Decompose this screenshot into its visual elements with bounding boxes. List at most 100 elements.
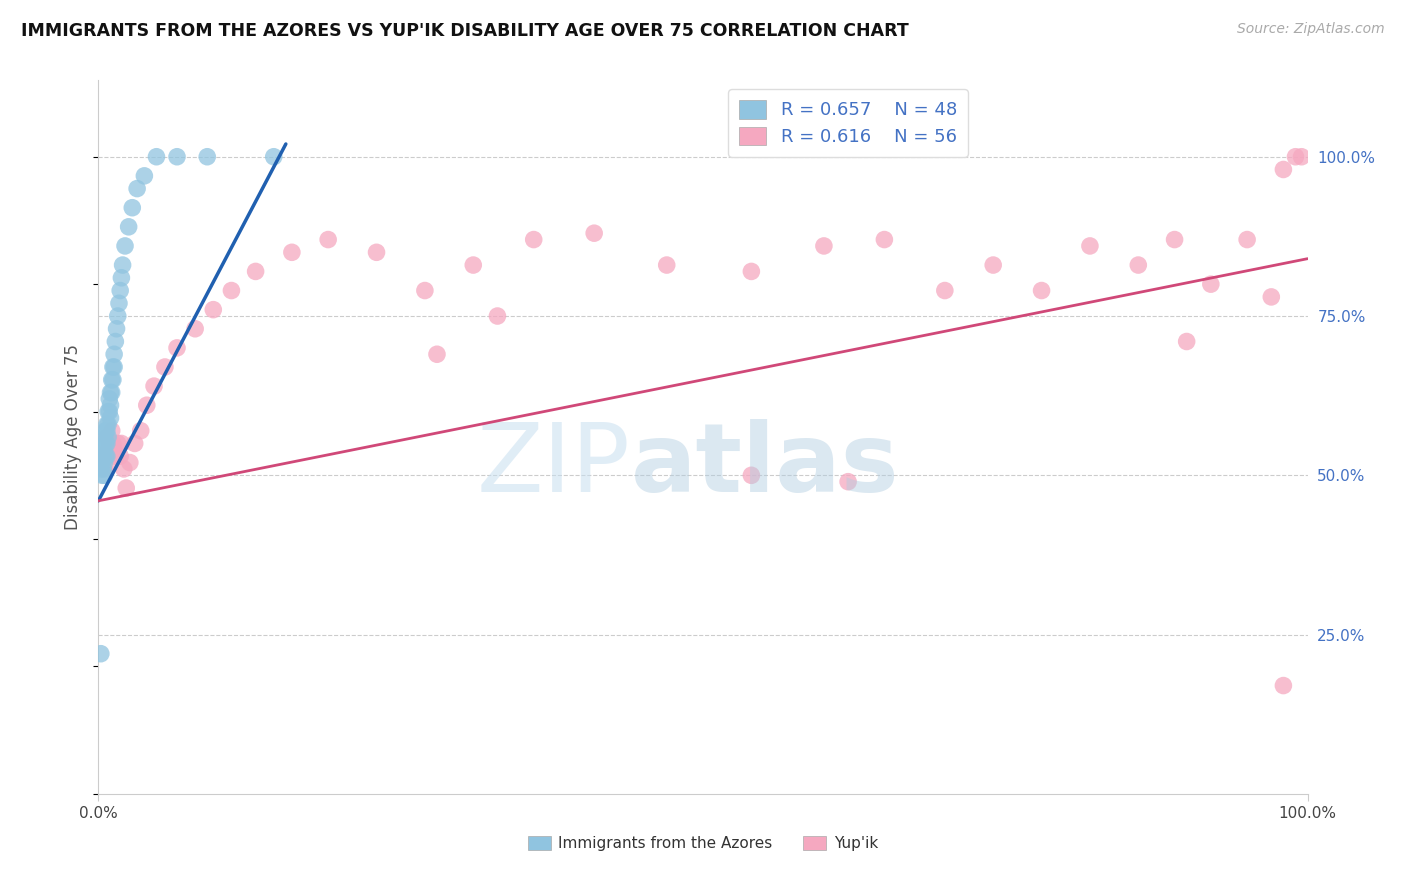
Point — [97, 417, 120, 432]
Point — [1272, 679, 1295, 693]
Point — [112, 462, 135, 476]
Point — [413, 284, 436, 298]
Point — [97, 430, 120, 444]
Point — [111, 258, 134, 272]
Point — [96, 449, 118, 463]
Point — [90, 647, 112, 661]
Point — [1291, 150, 1313, 164]
Point — [837, 475, 859, 489]
Text: IMMIGRANTS FROM THE AZORES VS YUP'IK DISABILITY AGE OVER 75 CORRELATION CHART: IMMIGRANTS FROM THE AZORES VS YUP'IK DIS… — [21, 22, 908, 40]
Point — [100, 385, 122, 400]
Point — [124, 436, 146, 450]
Point — [93, 456, 115, 470]
Point — [934, 284, 956, 298]
Point — [981, 258, 1004, 272]
Point — [96, 436, 118, 450]
Point — [90, 462, 112, 476]
Point — [110, 270, 132, 285]
Point — [91, 436, 114, 450]
Point — [114, 239, 136, 253]
Point — [101, 359, 124, 374]
Point — [93, 468, 115, 483]
Point — [118, 456, 141, 470]
Point — [98, 456, 121, 470]
Point — [103, 347, 125, 361]
Point — [94, 449, 117, 463]
Point — [104, 334, 127, 349]
Point — [110, 436, 132, 450]
Point — [145, 150, 167, 164]
Point — [166, 150, 188, 164]
Point — [94, 424, 117, 438]
Point — [195, 150, 218, 164]
Point — [93, 430, 115, 444]
Point — [740, 264, 762, 278]
Point — [91, 462, 114, 476]
Point — [281, 245, 304, 260]
Point — [91, 456, 114, 470]
Point — [873, 233, 896, 247]
Point — [96, 424, 118, 438]
Point — [101, 436, 124, 450]
Point — [107, 309, 129, 323]
Point — [1260, 290, 1282, 304]
Point — [94, 436, 117, 450]
Point — [118, 219, 141, 234]
Point — [103, 442, 125, 457]
Point — [1199, 277, 1222, 292]
Point — [93, 462, 115, 476]
Point — [108, 296, 131, 310]
Point — [100, 373, 122, 387]
Text: ZIP: ZIP — [477, 419, 630, 512]
Point — [101, 373, 124, 387]
Point — [91, 449, 114, 463]
Point — [202, 302, 225, 317]
Point — [93, 442, 115, 457]
Point — [129, 424, 152, 438]
Point — [221, 284, 243, 298]
Point — [143, 379, 166, 393]
Point — [96, 430, 118, 444]
Point — [127, 181, 149, 195]
Point — [523, 233, 546, 247]
Point — [100, 411, 122, 425]
Legend: Immigrants from the Azores, Yup'ik: Immigrants from the Azores, Yup'ik — [522, 830, 884, 857]
Point — [1031, 284, 1053, 298]
Point — [105, 322, 128, 336]
Point — [97, 404, 120, 418]
Point — [655, 258, 678, 272]
Point — [486, 309, 509, 323]
Point — [100, 424, 122, 438]
Point — [1078, 239, 1101, 253]
Point — [108, 449, 131, 463]
Point — [263, 150, 285, 164]
Point — [426, 347, 449, 361]
Point — [135, 398, 157, 412]
Point — [121, 201, 143, 215]
Point — [134, 169, 156, 183]
Point — [98, 392, 121, 406]
Point — [1272, 162, 1295, 177]
Point — [98, 404, 121, 418]
Point — [1284, 150, 1306, 164]
Text: atlas: atlas — [630, 419, 898, 512]
Point — [813, 239, 835, 253]
Point — [740, 468, 762, 483]
Y-axis label: Disability Age Over 75: Disability Age Over 75 — [65, 344, 83, 530]
Point — [583, 226, 606, 240]
Point — [245, 264, 267, 278]
Point — [97, 442, 120, 457]
Point — [153, 359, 176, 374]
Point — [316, 233, 339, 247]
Point — [1128, 258, 1150, 272]
Point — [100, 436, 122, 450]
Point — [107, 436, 129, 450]
Point — [108, 284, 131, 298]
Point — [366, 245, 388, 260]
Point — [1236, 233, 1258, 247]
Point — [94, 449, 117, 463]
Point — [100, 398, 122, 412]
Point — [96, 417, 118, 432]
Point — [103, 359, 125, 374]
Point — [1175, 334, 1198, 349]
